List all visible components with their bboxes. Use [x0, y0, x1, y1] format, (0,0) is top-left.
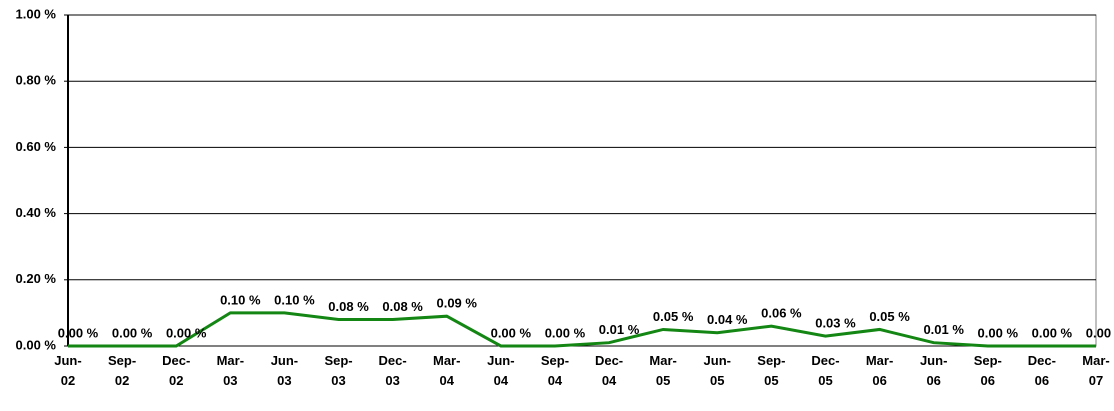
- data-label: 0.00 %: [58, 325, 99, 340]
- x-tick-label: Mar-05: [649, 353, 676, 388]
- data-label: 0.01 %: [599, 322, 640, 337]
- x-tick-label: Mar-04: [433, 353, 460, 388]
- data-label: 0.03 %: [815, 316, 856, 331]
- x-tick-label: Sep-04: [541, 353, 569, 388]
- x-tick-label: Jun-06: [920, 353, 947, 388]
- x-tick-label: Dec-03: [379, 353, 407, 388]
- data-label: 0.10 %: [274, 292, 315, 307]
- data-label: 0.00 %: [1032, 325, 1073, 340]
- y-tick-label: 1.00 %: [16, 6, 57, 21]
- data-label: 0.05 %: [869, 309, 910, 324]
- x-tick-label: Sep-06: [974, 353, 1002, 388]
- data-label: 0.00 %: [491, 325, 532, 340]
- data-label: 0.06 %: [761, 306, 802, 321]
- data-label: 0.01 %: [923, 322, 964, 337]
- y-tick-label: 0.60 %: [16, 139, 57, 154]
- data-label: 0.10 %: [220, 292, 261, 307]
- data-label: 0.00 %: [978, 325, 1019, 340]
- y-tick-label: 0.20 %: [16, 271, 57, 286]
- x-tick-label: Mar-06: [866, 353, 893, 388]
- y-tick-label: 0.00 %: [16, 337, 57, 352]
- line-series: [68, 311, 1096, 348]
- x-tick-label: Sep-05: [757, 353, 785, 388]
- x-tick-label: Sep-03: [324, 353, 352, 388]
- data-label: 0.05 %: [653, 309, 694, 324]
- data-label: 0.00 %: [545, 325, 586, 340]
- x-tick-label: Dec-06: [1028, 353, 1056, 388]
- data-label: 0.08 %: [328, 299, 369, 314]
- data-label: 0.04 %: [707, 312, 748, 327]
- y-tick-label: 0.80 %: [16, 73, 57, 88]
- x-tick-label: Jun-02: [54, 353, 81, 388]
- data-label: 0.00 %: [166, 325, 207, 340]
- x-tick-label: Mar-07: [1082, 353, 1109, 388]
- x-tick-label: Mar-03: [217, 353, 244, 388]
- y-tick-label: 0.40 %: [16, 205, 57, 220]
- data-label: 0.08 %: [382, 299, 423, 314]
- data-label: 0.00 %: [1086, 325, 1114, 340]
- x-tick-label: Jun-04: [487, 353, 514, 388]
- x-tick-label: Dec-04: [595, 353, 623, 388]
- x-tick-label: Dec-05: [811, 353, 839, 388]
- data-label: 0.09 %: [436, 296, 477, 311]
- x-tick-label: Dec-02: [162, 353, 190, 388]
- x-tick-label: Jun-03: [271, 353, 298, 388]
- x-tick-label: Sep-02: [108, 353, 136, 388]
- data-label: 0.00 %: [112, 325, 153, 340]
- x-tick-label: Jun-05: [704, 353, 731, 388]
